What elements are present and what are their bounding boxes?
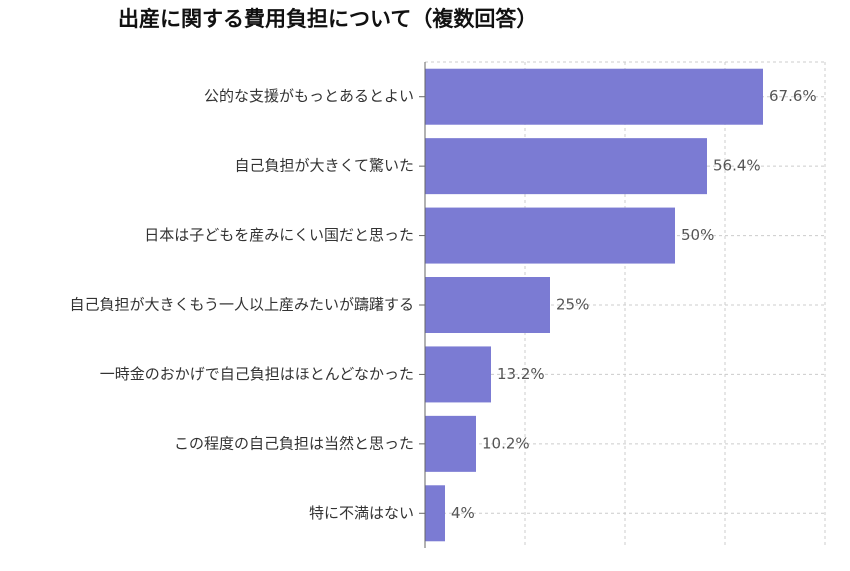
- y-tick-label: 一時金のおかげで自己負担はほとんどなかった: [100, 365, 414, 383]
- y-tick-label: この程度の自己負担は当然と思った: [174, 434, 414, 452]
- bar: [425, 346, 491, 403]
- y-tick-label: 特に不満はない: [309, 504, 414, 522]
- value-label: 50%: [681, 226, 714, 244]
- value-label: 56.4%: [713, 157, 761, 175]
- bar: [425, 485, 445, 542]
- value-label: 10.2%: [482, 434, 530, 452]
- value-label: 25%: [556, 296, 589, 314]
- y-tick-label: 日本は子どもを産みにくい国だと思った: [144, 226, 414, 244]
- bar: [425, 207, 675, 264]
- y-tick-label: 自己負担が大きくもう一人以上産みたいが躊躇する: [69, 296, 414, 314]
- value-label: 13.2%: [497, 365, 545, 383]
- bar: [425, 277, 550, 333]
- bar: [425, 138, 707, 195]
- y-tick-label: 公的な支援がもっとあるとよい: [204, 87, 414, 105]
- bar: [425, 68, 763, 125]
- chart-title: 出産に関する費用負担について（複数回答）: [118, 7, 537, 31]
- value-label: 4%: [451, 504, 475, 522]
- bar: [425, 415, 476, 472]
- value-label: 67.6%: [769, 87, 817, 105]
- y-tick-label: 自己負担が大きくて驚いた: [234, 157, 414, 175]
